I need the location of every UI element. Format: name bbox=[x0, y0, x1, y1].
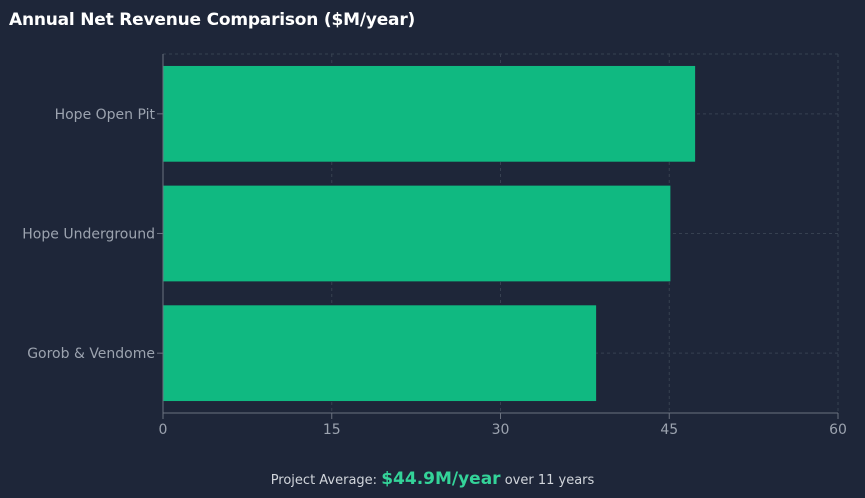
bar-gorob-vendome bbox=[163, 305, 597, 402]
footer-suffix: over 11 years bbox=[504, 473, 595, 488]
x-tick-label: 60 bbox=[829, 422, 847, 438]
project-average-footer: Project Average: $44.9M/year over 11 yea… bbox=[0, 469, 865, 489]
tick-labels: 0 15 30 45 60 Hope Open Pit Hope Underground Go… bbox=[22, 107, 847, 438]
footer-average-value: $44.9M/year bbox=[381, 469, 501, 489]
y-tick-label: Hope Open Pit bbox=[55, 107, 156, 123]
bar-hope-open-pit bbox=[163, 65, 696, 162]
bar-hope-underground bbox=[163, 185, 671, 282]
x-tick-label: 0 bbox=[159, 422, 168, 438]
x-tick-label: 30 bbox=[492, 422, 510, 438]
x-tick-label: 15 bbox=[323, 422, 341, 438]
x-tick-label: 45 bbox=[660, 422, 678, 438]
chart-title: Annual Net Revenue Comparison ($M/year) bbox=[9, 10, 416, 30]
y-tick-label: Gorob & Vendome bbox=[27, 346, 155, 362]
footer-prefix: Project Average: bbox=[270, 473, 378, 488]
y-tick-label: Hope Underground bbox=[22, 227, 155, 243]
bars bbox=[163, 65, 696, 402]
